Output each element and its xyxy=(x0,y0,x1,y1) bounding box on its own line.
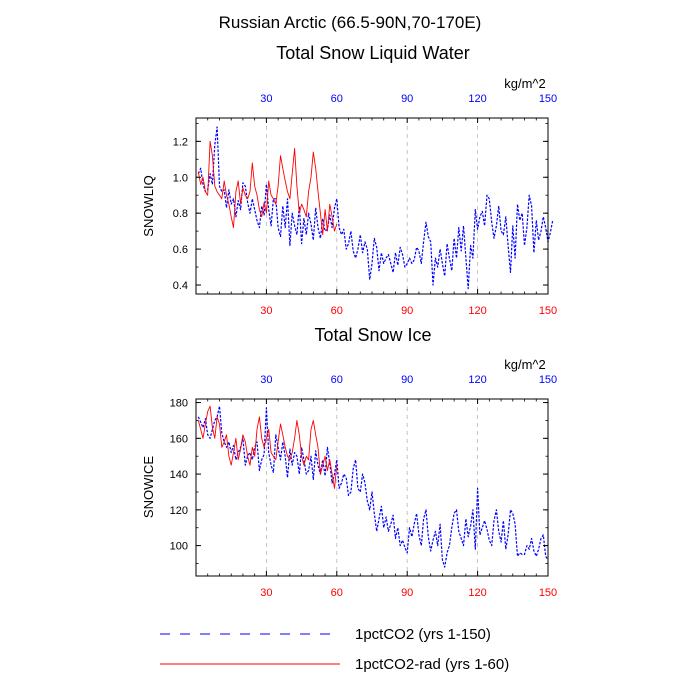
x-tick-label-bottom: 120 xyxy=(468,305,486,317)
y-axis-label: SNOWICE xyxy=(141,456,156,518)
x-tick-label-top: 30 xyxy=(260,374,272,386)
y-tick-label: 100 xyxy=(170,541,188,553)
x-tick-label-top: 120 xyxy=(468,374,486,386)
units-label: kg/m^2 xyxy=(504,357,546,372)
x-tick-label-top: 60 xyxy=(331,93,343,105)
region-title: Russian Arctic (66.5-90N,70-170E) xyxy=(219,13,482,32)
x-tick-label-bottom: 30 xyxy=(260,305,272,317)
y-tick-label: 1.0 xyxy=(173,172,188,184)
legend-label-blue: 1pctCO2 (yrs 1-150) xyxy=(355,626,491,643)
x-tick-label-top: 90 xyxy=(401,93,413,105)
x-tick-label-bottom: 120 xyxy=(468,587,486,599)
y-axis-label: SNOWLIQ xyxy=(141,175,156,236)
x-tick-label-top: 60 xyxy=(331,374,343,386)
x-tick-label-top: 30 xyxy=(260,93,272,105)
y-tick-label: 0.6 xyxy=(173,244,188,256)
x-tick-label-bottom: 30 xyxy=(260,587,272,599)
series-line-1pctco2-rad xyxy=(197,140,338,236)
x-tick-label-bottom: 90 xyxy=(401,587,413,599)
x-tick-label-bottom: 60 xyxy=(331,305,343,317)
series-line-1pctco2 xyxy=(197,405,549,568)
panel-title: Total Snow Ice xyxy=(314,325,431,345)
units-label: kg/m^2 xyxy=(504,76,546,91)
x-tick-label-top: 150 xyxy=(539,374,557,386)
x-tick-label-bottom: 150 xyxy=(539,305,557,317)
snowice-panel: Total Snow Ice kg/m^2 SNOWICE 30 30 60 60 90… xyxy=(141,325,557,599)
y-tick-label: 140 xyxy=(170,469,188,481)
y-tick-label: 180 xyxy=(170,398,188,410)
panel-title: Total Snow Liquid Water xyxy=(276,43,469,63)
series-line-1pctco2 xyxy=(197,126,554,290)
y-tick-label: 160 xyxy=(170,433,188,445)
y-tick-label: 120 xyxy=(170,505,188,517)
x-tick-label-bottom: 90 xyxy=(401,305,413,317)
snowliq-panel: Total Snow Liquid Water kg/m^2 SNOWLIQ 3… xyxy=(141,43,557,317)
y-tick-label: 0.4 xyxy=(173,280,188,292)
legend: 1pctCO2 (yrs 1-150) 1pctCO2-rad (yrs 1-6… xyxy=(160,626,509,673)
x-tick-label-top: 120 xyxy=(468,93,486,105)
x-tick-label-top: 150 xyxy=(539,93,557,105)
y-tick-label: 1.2 xyxy=(173,136,188,148)
series-line-1pctco2-rad xyxy=(197,405,338,489)
plot-frame xyxy=(195,398,549,577)
y-tick-label: 0.8 xyxy=(173,208,188,220)
legend-label-red: 1pctCO2-rad (yrs 1-60) xyxy=(355,656,509,673)
x-tick-label-top: 90 xyxy=(401,374,413,386)
x-tick-label-bottom: 60 xyxy=(331,587,343,599)
x-tick-label-bottom: 150 xyxy=(539,587,557,599)
